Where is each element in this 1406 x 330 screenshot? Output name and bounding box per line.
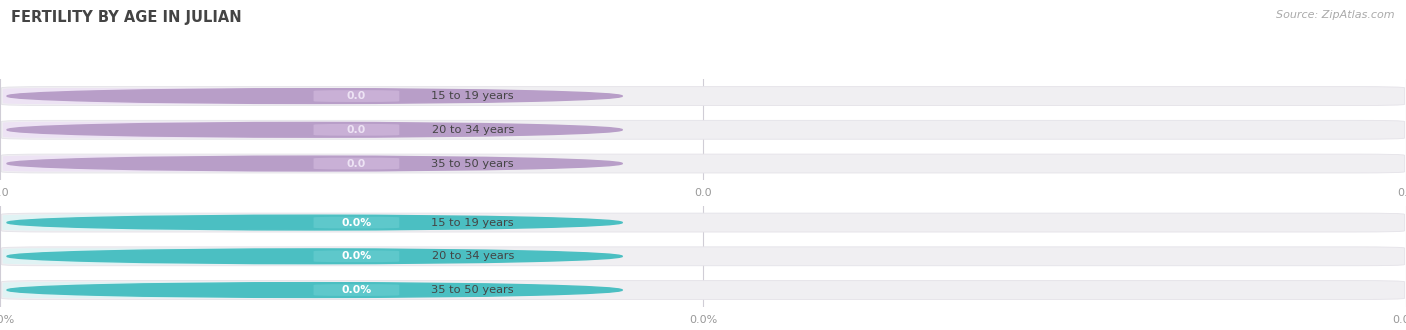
FancyBboxPatch shape xyxy=(314,124,399,136)
Text: 0.0%: 0.0% xyxy=(342,217,371,228)
FancyBboxPatch shape xyxy=(3,214,401,231)
FancyBboxPatch shape xyxy=(1,213,1405,232)
FancyBboxPatch shape xyxy=(3,122,401,138)
FancyBboxPatch shape xyxy=(3,282,401,298)
FancyBboxPatch shape xyxy=(1,86,1405,106)
FancyBboxPatch shape xyxy=(3,88,401,104)
Text: 0.0: 0.0 xyxy=(347,125,366,135)
Text: 15 to 19 years: 15 to 19 years xyxy=(432,91,515,101)
FancyBboxPatch shape xyxy=(314,284,399,296)
Text: 20 to 34 years: 20 to 34 years xyxy=(432,251,515,261)
Text: 35 to 50 years: 35 to 50 years xyxy=(432,158,515,169)
Text: Source: ZipAtlas.com: Source: ZipAtlas.com xyxy=(1277,10,1395,20)
Text: 0.0: 0.0 xyxy=(347,158,366,169)
FancyBboxPatch shape xyxy=(1,154,1405,173)
Circle shape xyxy=(7,122,623,137)
Text: 0.0%: 0.0% xyxy=(342,251,371,261)
Text: 35 to 50 years: 35 to 50 years xyxy=(432,285,515,295)
FancyBboxPatch shape xyxy=(3,248,401,264)
FancyBboxPatch shape xyxy=(314,217,399,228)
Circle shape xyxy=(7,249,623,264)
FancyBboxPatch shape xyxy=(314,158,399,169)
Text: 15 to 19 years: 15 to 19 years xyxy=(432,217,515,228)
Text: 0.0%: 0.0% xyxy=(342,285,371,295)
Circle shape xyxy=(7,283,623,297)
FancyBboxPatch shape xyxy=(1,247,1405,266)
Text: FERTILITY BY AGE IN JULIAN: FERTILITY BY AGE IN JULIAN xyxy=(11,10,242,25)
Circle shape xyxy=(7,156,623,171)
FancyBboxPatch shape xyxy=(314,90,399,102)
Circle shape xyxy=(7,89,623,103)
FancyBboxPatch shape xyxy=(314,250,399,262)
Text: 20 to 34 years: 20 to 34 years xyxy=(432,125,515,135)
Text: 0.0: 0.0 xyxy=(347,91,366,101)
FancyBboxPatch shape xyxy=(3,155,401,172)
FancyBboxPatch shape xyxy=(1,120,1405,139)
Circle shape xyxy=(7,215,623,230)
FancyBboxPatch shape xyxy=(1,280,1405,300)
